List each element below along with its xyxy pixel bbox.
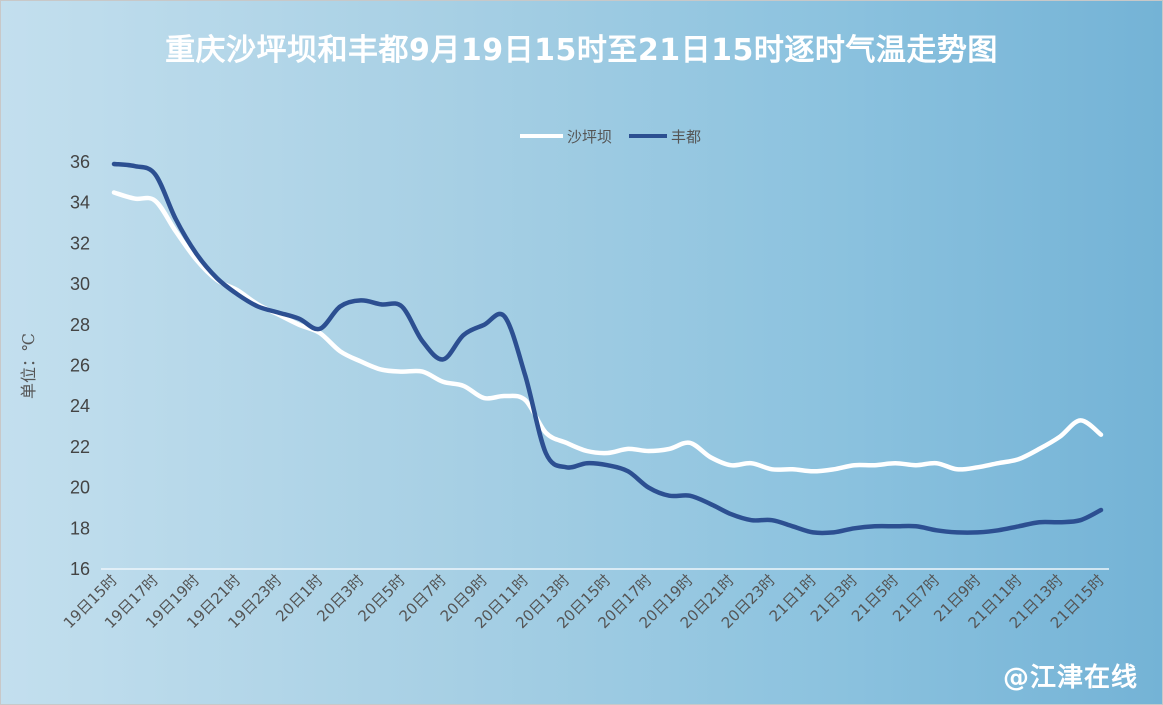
y-tick-label: 36 xyxy=(70,152,90,172)
watermark: @江津在线 xyxy=(1002,663,1138,693)
y-tick-label: 32 xyxy=(70,233,90,253)
y-axis-ticks: 16 18 20 22 24 26 28 30 32 34 36 xyxy=(70,152,90,579)
series-lines xyxy=(111,161,1104,536)
y-tick-label: 16 xyxy=(70,559,90,579)
x-axis-ticks: 19日15时19日17时19日19时19日21时19日23时20日1时20日3时… xyxy=(60,571,1108,632)
series-line-shapingba xyxy=(111,190,1104,474)
legend-label-fengdu: 丰都 xyxy=(671,128,701,146)
y-tick-label: 22 xyxy=(70,437,90,457)
legend: 沙坪坝 丰都 xyxy=(520,128,701,146)
y-tick-label: 20 xyxy=(70,478,90,498)
series-line-fengdu xyxy=(111,161,1104,536)
y-tick-label: 28 xyxy=(70,315,90,335)
y-tick-label: 18 xyxy=(70,518,90,538)
y-tick-label: 30 xyxy=(70,274,90,294)
chart-title: 重庆沙坪坝和丰都9月19日15时至21日15时逐时气温走势图 xyxy=(165,33,998,68)
y-tick-label: 34 xyxy=(70,193,90,213)
y-tick-label: 26 xyxy=(70,356,90,376)
legend-label-shapingba: 沙坪坝 xyxy=(567,128,612,146)
y-tick-label: 24 xyxy=(70,396,90,416)
